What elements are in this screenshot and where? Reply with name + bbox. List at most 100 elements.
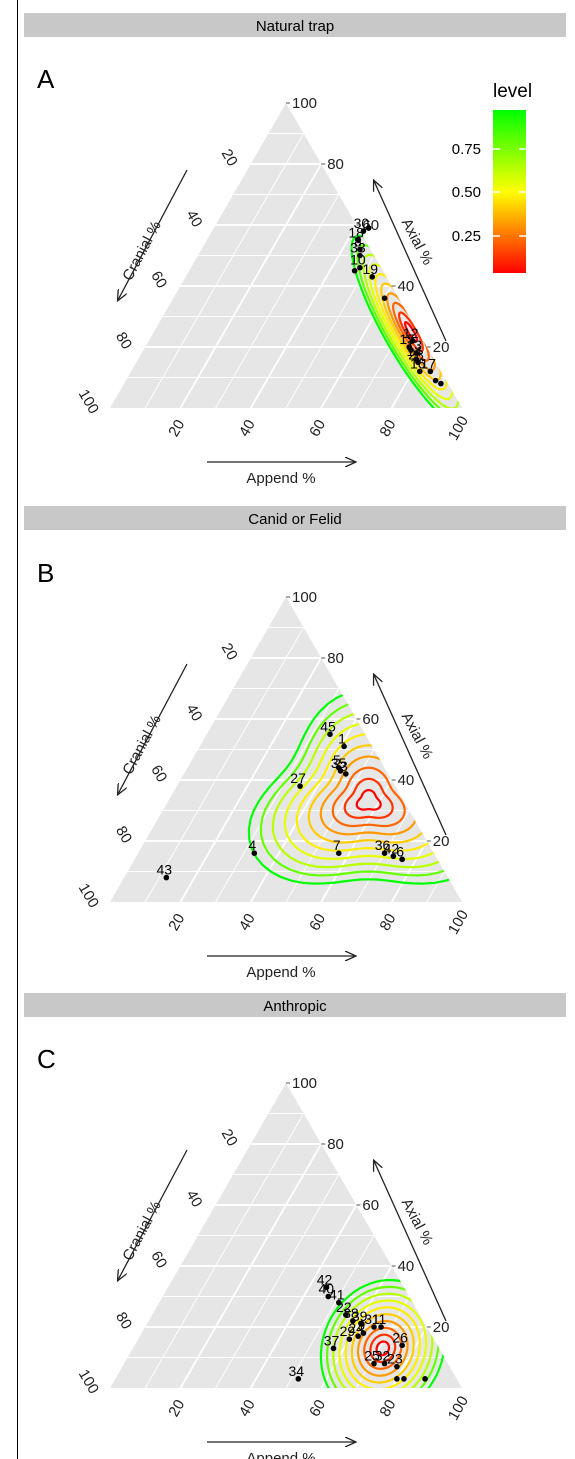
data-point <box>355 1333 361 1339</box>
data-point <box>371 1324 377 1330</box>
data-point <box>365 225 372 231</box>
point-label: 13 <box>406 337 422 353</box>
data-point <box>399 856 405 863</box>
data-point <box>427 368 434 375</box>
facet-strip-title: Anthropic <box>263 998 327 1015</box>
tick-label-axial: 40 <box>398 1258 415 1275</box>
point-label: 35 <box>331 755 347 771</box>
tick-label-append: 20 <box>165 911 188 934</box>
tick-label-cranial: 60 <box>147 268 170 291</box>
point-label: 11 <box>372 1311 387 1327</box>
data-point <box>330 1345 337 1352</box>
point-label: 37 <box>324 1332 340 1348</box>
point-label: 7 <box>333 837 341 853</box>
tick-label-axial: 80 <box>327 156 344 173</box>
point-label: 40 <box>318 1281 334 1297</box>
data-point <box>357 246 363 253</box>
tick-label-append: 100 <box>445 907 472 937</box>
data-point <box>409 338 416 344</box>
data-point <box>390 853 397 860</box>
axis-label-axial: Axial % <box>398 1196 436 1248</box>
tick-label-append: 40 <box>236 911 259 934</box>
point-label: 26 <box>392 1329 408 1345</box>
axis-label-append: Append % <box>246 964 315 981</box>
tick-label-axial: 60 <box>362 1197 379 1214</box>
data-point <box>360 228 367 234</box>
data-point <box>399 1342 405 1349</box>
density-contour <box>338 1299 428 1388</box>
tick-label-axial: 40 <box>398 772 415 789</box>
data-point <box>163 874 170 881</box>
point-label: 33 <box>350 240 366 256</box>
point-label: 16 <box>410 355 426 371</box>
legend-label: 0.25 <box>452 228 481 245</box>
data-point <box>346 1336 353 1342</box>
facet-strip-title: Natural trap <box>256 18 334 35</box>
point-label: 29 <box>340 1323 356 1339</box>
tick-label-axial: 20 <box>433 339 450 356</box>
data-point <box>378 1324 384 1330</box>
data-point <box>337 768 344 774</box>
tick-label-append: 60 <box>306 1397 329 1420</box>
tick-label-cranial: 100 <box>75 387 102 417</box>
facet-strip <box>24 506 566 530</box>
density-contour <box>363 1326 403 1370</box>
tick-label-axial: 80 <box>327 1136 344 1153</box>
data-point <box>358 1321 365 1327</box>
tick-label-cranial: 100 <box>75 1367 102 1397</box>
data-point <box>327 731 333 738</box>
data-point <box>369 274 376 280</box>
data-point <box>297 783 303 789</box>
axis-label-append: Append % <box>246 1450 315 1459</box>
point-label: 24 <box>348 1320 364 1336</box>
tick-label-axial: 60 <box>362 711 379 728</box>
tick-label-cranial: 80 <box>112 823 135 846</box>
data-point <box>350 1318 356 1324</box>
point-label: 27 <box>290 770 306 786</box>
panel-label: C <box>37 1044 56 1074</box>
point-label: 19 <box>362 261 378 277</box>
tick-label-cranial: 20 <box>218 640 241 663</box>
tick-label-cranial: 100 <box>75 881 102 911</box>
point-label: 30 <box>354 215 370 231</box>
point-label: 42 <box>384 840 400 856</box>
data-point <box>357 264 363 271</box>
data-point <box>251 850 258 856</box>
tick-label-append: 80 <box>376 1397 399 1420</box>
axis-label-axial: Axial % <box>398 216 436 268</box>
data-point <box>295 1376 302 1382</box>
axis-label-axial: Axial % <box>398 710 436 762</box>
data-point <box>355 237 361 244</box>
point-label: 10 <box>350 252 366 268</box>
data-point <box>341 743 347 750</box>
facet-strip-title: Canid or Felid <box>248 511 341 528</box>
data-point <box>360 1330 367 1336</box>
tick-labels: 20 20 20 40 40 40 60 60 60 80 80 80 100 100 100 <box>75 589 472 937</box>
data-point <box>323 1284 330 1291</box>
density-contour <box>344 1306 421 1388</box>
panel-label: A <box>37 64 55 94</box>
data-point <box>381 295 388 302</box>
point-label: 39 <box>352 1308 368 1324</box>
data-point <box>325 1293 332 1300</box>
legend: level 0.75 0.50 0.25 <box>452 81 532 273</box>
data-point <box>413 350 420 356</box>
tick-label-append: 100 <box>445 1393 472 1423</box>
data-point <box>401 1376 407 1382</box>
point-label: 5 <box>333 752 341 768</box>
data-point <box>343 1312 349 1318</box>
tick-label-cranial: 20 <box>218 146 241 169</box>
point-label: 22 <box>336 1299 352 1315</box>
data-point <box>381 1360 388 1367</box>
tick-label-axial: 80 <box>327 650 344 667</box>
panel-label: B <box>37 558 54 588</box>
data-point <box>381 850 388 856</box>
data-point <box>416 368 423 375</box>
data-point <box>394 1376 400 1382</box>
tick-label-cranial: 40 <box>182 1187 205 1210</box>
data-point <box>394 1363 400 1370</box>
data-point <box>438 380 444 387</box>
data-point <box>371 1360 377 1367</box>
